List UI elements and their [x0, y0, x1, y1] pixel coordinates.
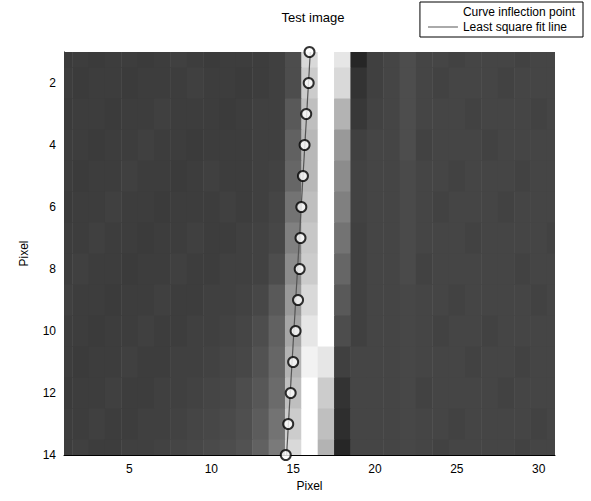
svg-text:14: 14 [43, 448, 57, 462]
svg-text:Pixel: Pixel [296, 479, 322, 493]
svg-text:4: 4 [49, 138, 56, 152]
svg-text:25: 25 [450, 462, 464, 476]
svg-text:Pixel: Pixel [17, 240, 31, 266]
svg-text:20: 20 [368, 462, 382, 476]
svg-text:8: 8 [49, 262, 56, 276]
svg-text:6: 6 [49, 200, 56, 214]
svg-text:10: 10 [205, 462, 219, 476]
svg-text:5: 5 [126, 462, 133, 476]
svg-text:12: 12 [43, 386, 57, 400]
svg-text:10: 10 [43, 324, 57, 338]
svg-text:Least square fit line: Least square fit line [463, 20, 567, 34]
svg-text:Test image: Test image [282, 10, 345, 25]
svg-text:2: 2 [49, 76, 56, 90]
svg-text:Curve inflection point: Curve inflection point [463, 5, 576, 19]
svg-text:15: 15 [286, 462, 300, 476]
svg-text:30: 30 [532, 462, 546, 476]
